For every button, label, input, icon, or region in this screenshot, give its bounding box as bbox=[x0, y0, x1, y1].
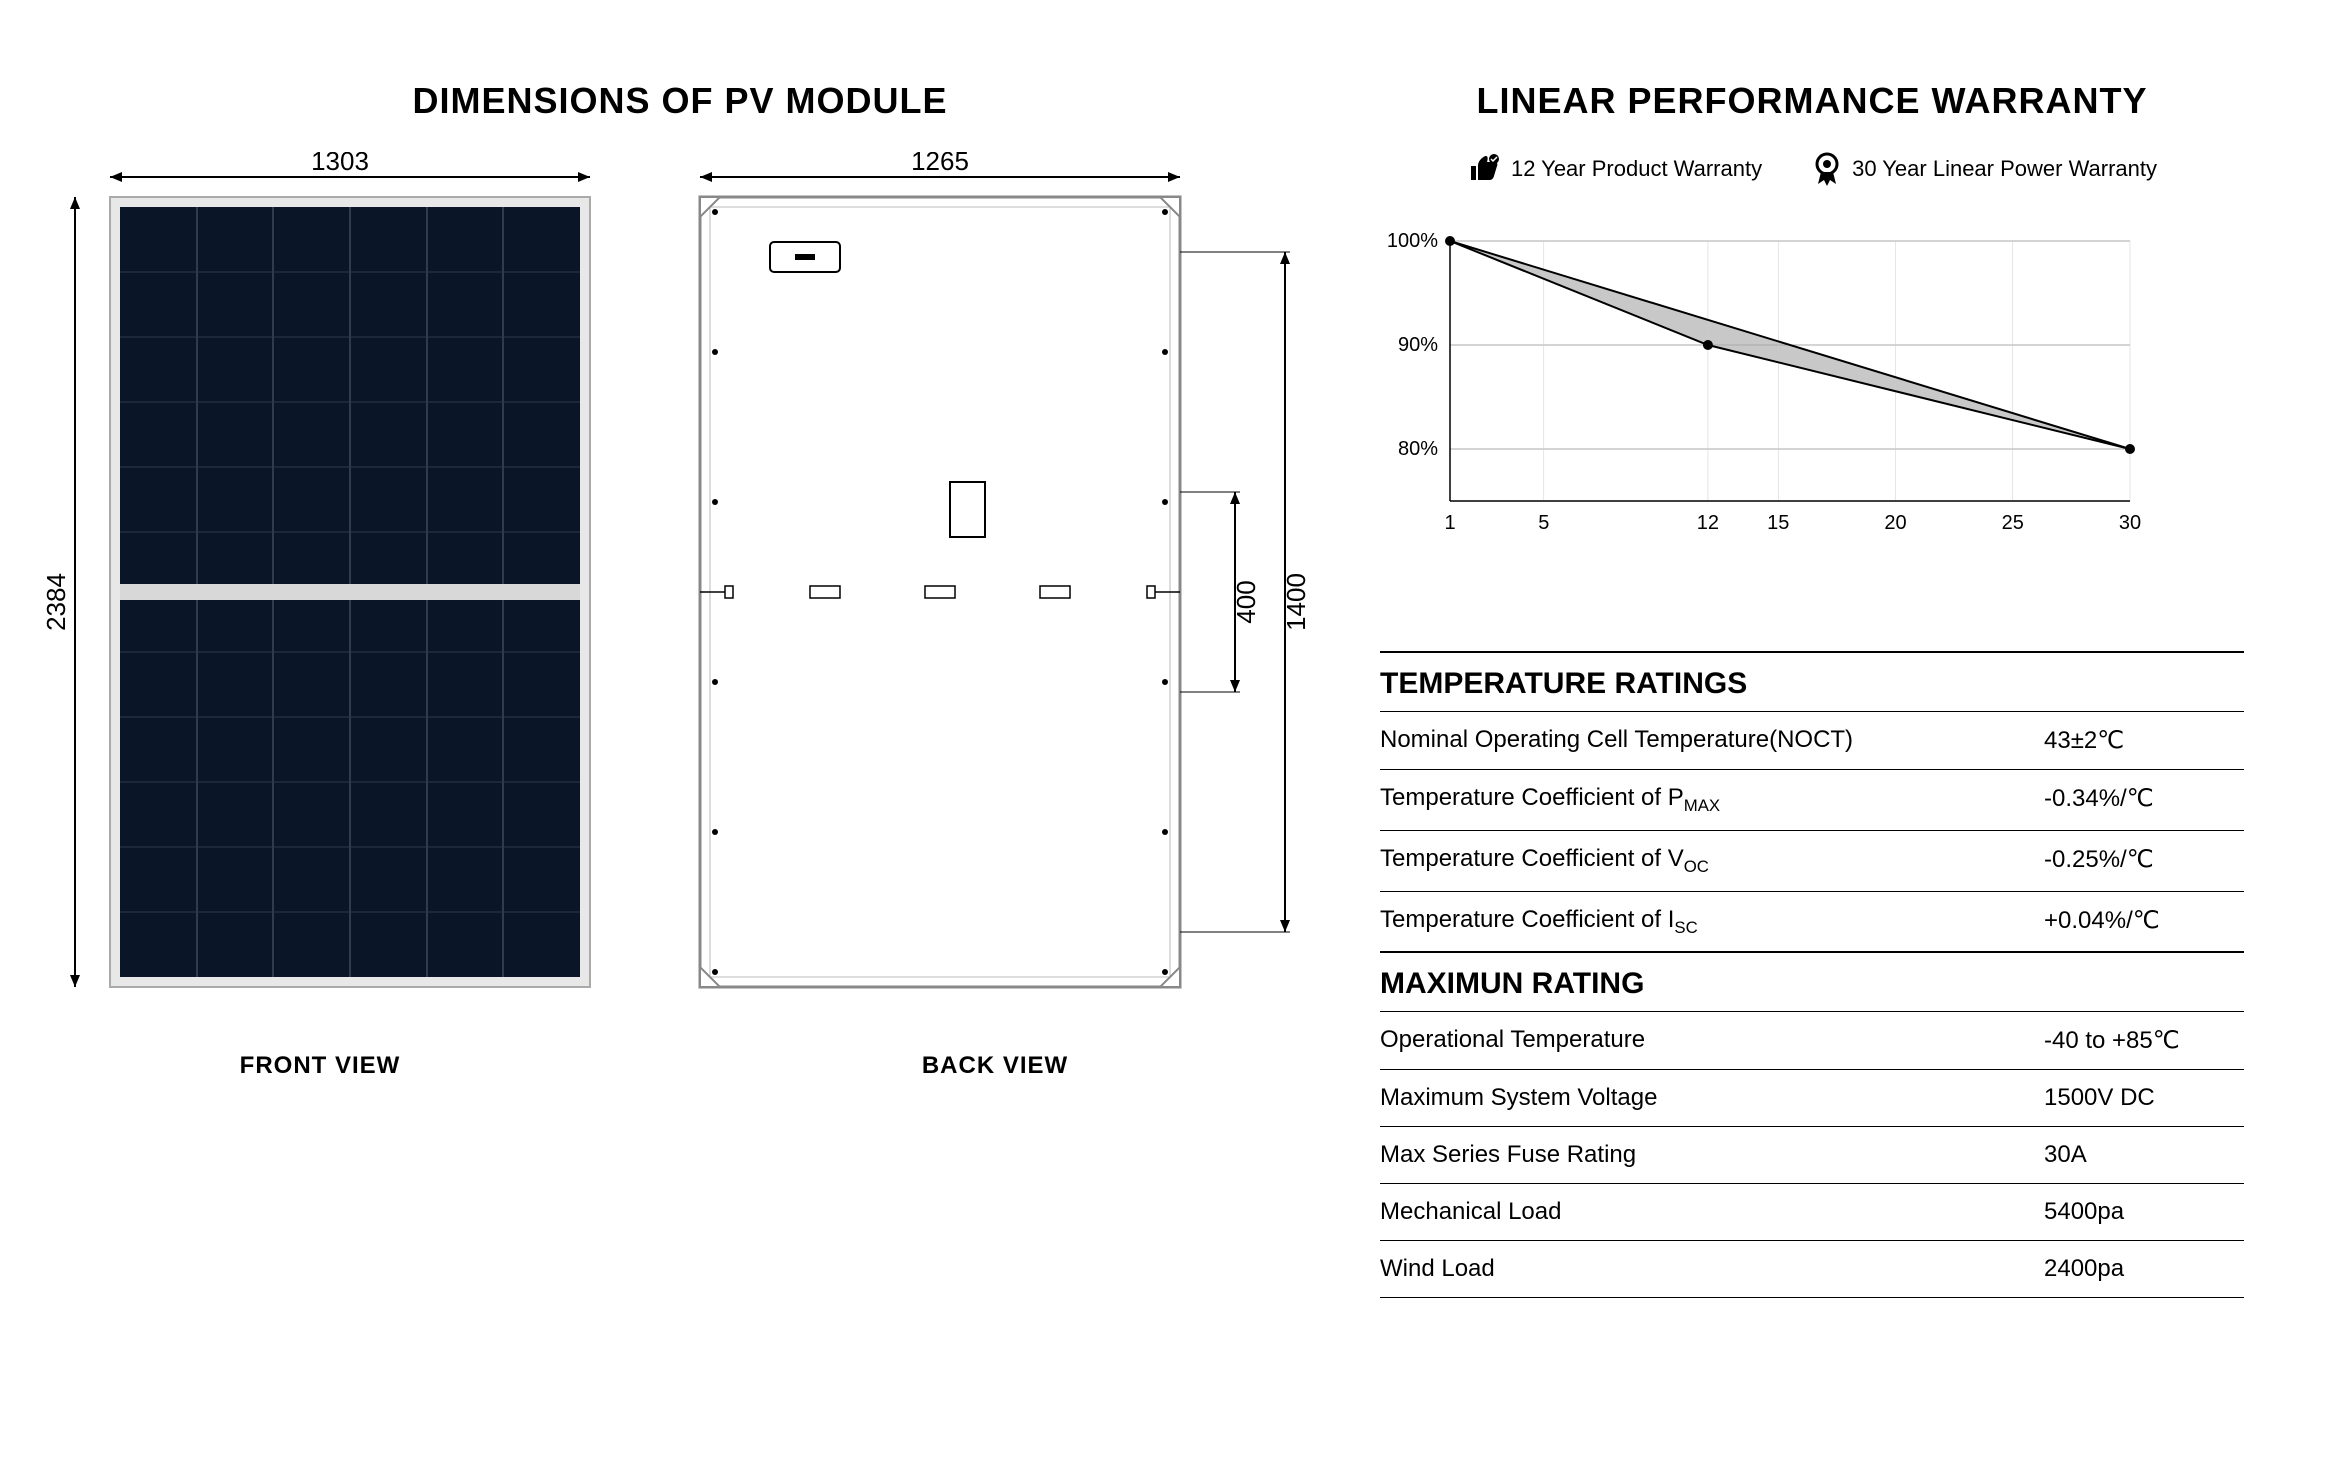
max-rating-label: Wind Load bbox=[1380, 1255, 2044, 1283]
front-view-diagram: 1303 2384 bbox=[40, 152, 600, 1080]
warranty-title: LINEAR PERFORMANCE WARRANTY bbox=[1380, 80, 2244, 122]
back-view-label: BACK VIEW bbox=[922, 1052, 1068, 1080]
thumbs-up-icon bbox=[1467, 154, 1501, 184]
temp-rating-label: Temperature Coefficient of PMAX bbox=[1380, 784, 2044, 816]
temp-rating-value: -0.25%/℃ bbox=[2044, 845, 2244, 877]
back-dim-1400: 1400 bbox=[1281, 573, 1311, 631]
max-rating-value: 30A bbox=[2044, 1141, 2244, 1169]
max-rating-value: 1500V DC bbox=[2044, 1084, 2244, 1112]
back-dim-400: 400 bbox=[1231, 580, 1261, 623]
front-view-label: FRONT VIEW bbox=[240, 1052, 401, 1080]
max-rating-value: 2400pa bbox=[2044, 1255, 2244, 1283]
temp-rating-value: 43±2℃ bbox=[2044, 726, 2244, 755]
max-rating-row: Mechanical Load5400pa bbox=[1380, 1183, 2244, 1240]
max-rating-label: Operational Temperature bbox=[1380, 1026, 2044, 1055]
dimensions-title: DIMENSIONS OF PV MODULE bbox=[40, 80, 1320, 122]
max-rating-label: Mechanical Load bbox=[1380, 1198, 2044, 1226]
max-rating-label: Maximum System Voltage bbox=[1380, 1084, 2044, 1112]
max-rating-row: Maximum System Voltage1500V DC bbox=[1380, 1069, 2244, 1126]
max-rating-row: Wind Load2400pa bbox=[1380, 1240, 2244, 1298]
back-view-diagram: 1265 bbox=[670, 152, 1320, 1080]
ribbon-icon bbox=[1812, 152, 1842, 186]
max-rating-label: Max Series Fuse Rating bbox=[1380, 1141, 2044, 1169]
warranty-chart: 100%90%80%151215202530 bbox=[1380, 226, 2160, 566]
temp-rating-row: Temperature Coefficient of ISC+0.04%/℃ bbox=[1380, 891, 2244, 952]
max-rating-value: 5400pa bbox=[2044, 1198, 2244, 1226]
svg-text:12: 12 bbox=[1697, 512, 1719, 534]
back-width-dim: 1265 bbox=[911, 152, 969, 176]
temp-rating-row: Nominal Operating Cell Temperature(NOCT)… bbox=[1380, 711, 2244, 769]
svg-text:90%: 90% bbox=[1398, 334, 1438, 356]
temp-ratings-title: TEMPERATURE RATINGS bbox=[1380, 651, 2244, 711]
max-rating-title: MAXIMUN RATING bbox=[1380, 951, 2244, 1011]
temp-rating-label: Temperature Coefficient of ISC bbox=[1380, 906, 2044, 938]
front-width-dim: 1303 bbox=[311, 152, 369, 176]
temp-rating-value: +0.04%/℃ bbox=[2044, 906, 2244, 938]
front-height-dim: 2384 bbox=[41, 573, 71, 631]
temp-rating-label: Nominal Operating Cell Temperature(NOCT) bbox=[1380, 726, 2044, 755]
svg-text:30: 30 bbox=[2119, 512, 2141, 534]
max-rating-row: Operational Temperature-40 to +85℃ bbox=[1380, 1011, 2244, 1069]
temp-rating-label: Temperature Coefficient of VOC bbox=[1380, 845, 2044, 877]
temp-rating-value: -0.34%/℃ bbox=[2044, 784, 2244, 816]
svg-text:20: 20 bbox=[1884, 512, 1906, 534]
product-warranty-text: 12 Year Product Warranty bbox=[1511, 156, 1762, 182]
max-rating-value: -40 to +85℃ bbox=[2044, 1026, 2244, 1055]
svg-text:100%: 100% bbox=[1387, 230, 1438, 252]
max-rating-row: Max Series Fuse Rating30A bbox=[1380, 1126, 2244, 1183]
power-warranty-badge: 30 Year Linear Power Warranty bbox=[1812, 152, 2157, 186]
temp-rating-row: Temperature Coefficient of VOC-0.25%/℃ bbox=[1380, 830, 2244, 891]
temp-rating-row: Temperature Coefficient of PMAX-0.34%/℃ bbox=[1380, 769, 2244, 830]
svg-text:1: 1 bbox=[1444, 512, 1455, 534]
product-warranty-badge: 12 Year Product Warranty bbox=[1467, 152, 1762, 186]
svg-text:25: 25 bbox=[2002, 512, 2024, 534]
svg-text:5: 5 bbox=[1538, 512, 1549, 534]
svg-text:15: 15 bbox=[1767, 512, 1789, 534]
power-warranty-text: 30 Year Linear Power Warranty bbox=[1852, 156, 2157, 182]
svg-text:80%: 80% bbox=[1398, 438, 1438, 460]
